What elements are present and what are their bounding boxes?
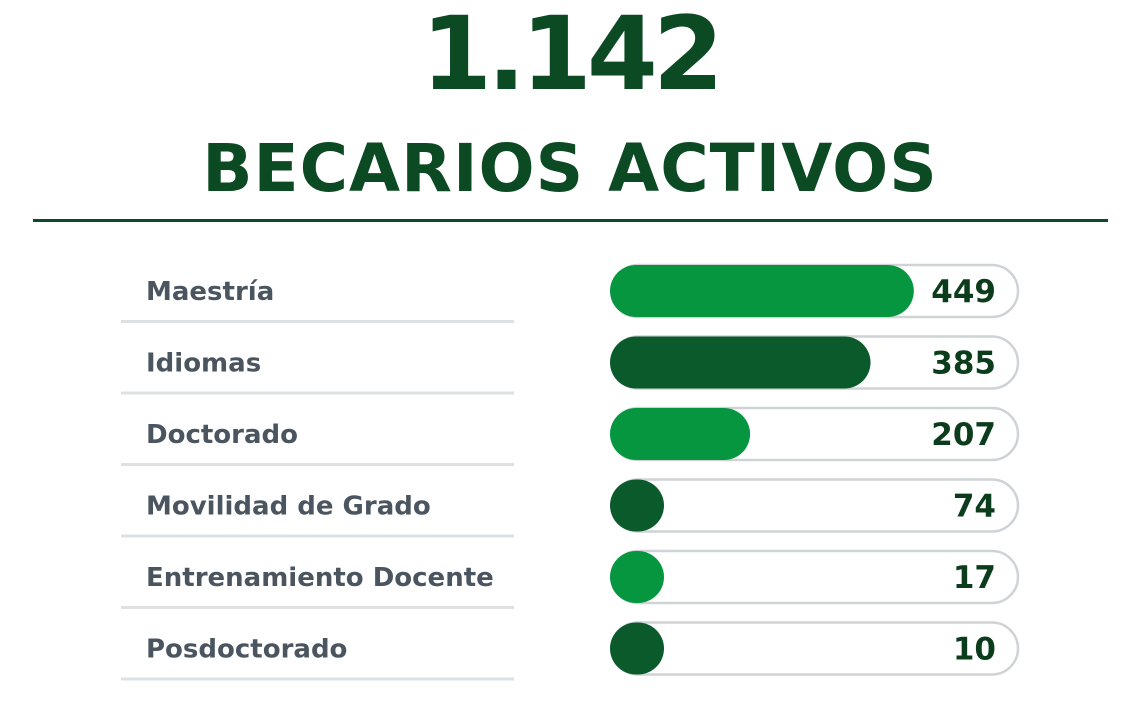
bar-value-label: 10 xyxy=(953,632,996,668)
bar-value-label: 74 xyxy=(953,489,996,525)
bar xyxy=(610,408,751,460)
row-separator xyxy=(121,320,514,323)
bar-row: 17 Entrenamiento Docente xyxy=(121,549,1020,609)
bar-value-label: 17 xyxy=(953,560,996,596)
row-separator xyxy=(121,534,514,538)
category-label: Maestría xyxy=(146,277,274,307)
category-label: Entrenamiento Docente xyxy=(146,563,494,593)
bar-value-label: 385 xyxy=(931,346,996,382)
bar-row: 74 Movilidad de Grado xyxy=(121,478,1020,538)
category-label: Posdoctorado xyxy=(146,635,347,665)
row-separator xyxy=(121,463,514,466)
bar-row: 10 Posdoctorado xyxy=(121,621,1020,681)
bar xyxy=(610,622,664,675)
total-count: 1.142 xyxy=(421,0,724,114)
category-label: Idiomas xyxy=(146,349,261,379)
bar-row: 449 Maestría xyxy=(121,263,1020,323)
bar xyxy=(610,479,664,532)
bar-value-label: 449 xyxy=(931,274,996,310)
bar-row: 207 Doctorado xyxy=(121,406,1020,466)
bar xyxy=(610,265,914,317)
bar xyxy=(610,551,664,603)
category-label: Movilidad de Grado xyxy=(146,492,431,522)
row-separator xyxy=(121,606,514,609)
category-label: Doctorado xyxy=(146,420,298,450)
title-divider xyxy=(33,219,1108,222)
row-separator xyxy=(121,391,514,395)
page-title: BECARIOS ACTIVOS xyxy=(202,130,938,207)
bar-value-label: 207 xyxy=(931,417,996,453)
bar-row: 385 Idiomas xyxy=(121,335,1020,395)
row-separator xyxy=(121,677,514,681)
bar xyxy=(610,336,871,389)
